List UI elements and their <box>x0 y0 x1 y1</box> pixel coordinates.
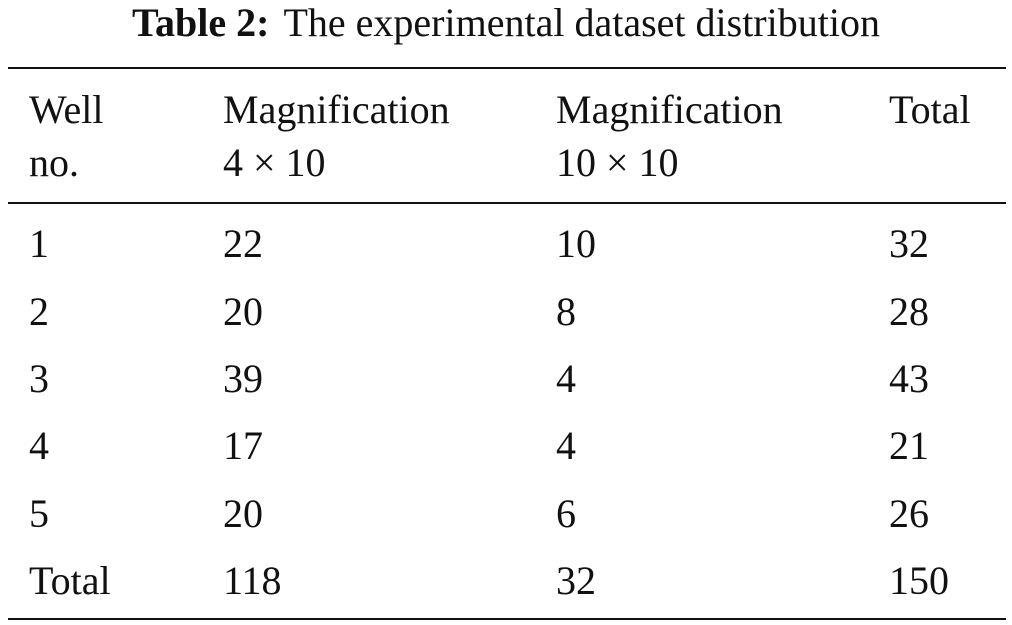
table-cell-total: 150 <box>889 558 949 603</box>
table-cell: 32 <box>889 221 929 266</box>
table-cell: 5 <box>29 491 49 536</box>
table-cell-total: 118 <box>223 558 282 603</box>
table-cell: 4 <box>29 423 49 468</box>
table-cell: 6 <box>556 491 576 536</box>
table-cell: 8 <box>556 289 576 334</box>
table-cell: 26 <box>889 491 929 536</box>
header-total-line1: Total <box>889 87 971 132</box>
table-header-rule <box>8 202 1006 204</box>
header-well-line1: Well <box>29 87 104 132</box>
table-cell: 20 <box>223 491 263 536</box>
caption-label: Table 2: <box>132 0 270 45</box>
header-well-line2: no. <box>29 140 79 185</box>
table-cell: 39 <box>223 356 263 401</box>
table-cell-total: 32 <box>556 558 596 603</box>
table-cell-total: Total <box>29 558 111 603</box>
header-mag10-line2: 10 × 10 <box>556 140 679 185</box>
table-cell: 4 <box>556 423 576 468</box>
header-mag4-line1: Magnification <box>223 87 450 132</box>
table-cell: 20 <box>223 289 263 334</box>
table-bottom-rule <box>8 618 1006 620</box>
table-cell: 10 <box>556 221 596 266</box>
header-mag10-line1: Magnification <box>556 87 783 132</box>
table-cell: 22 <box>223 221 263 266</box>
table-cell: 1 <box>29 221 49 266</box>
table-top-rule <box>8 67 1006 69</box>
header-mag4-line2: 4 × 10 <box>223 140 326 185</box>
table-cell: 43 <box>889 356 929 401</box>
table-cell: 2 <box>29 289 49 334</box>
caption-text: The experimental dataset distribution <box>283 0 880 45</box>
table-cell: 4 <box>556 356 576 401</box>
table-cell: 21 <box>889 423 929 468</box>
table-cell: 3 <box>29 356 49 401</box>
table-caption: Table 2: The experimental dataset distrib… <box>0 0 1012 50</box>
table-cell: 28 <box>889 289 929 334</box>
table-cell: 17 <box>223 423 263 468</box>
